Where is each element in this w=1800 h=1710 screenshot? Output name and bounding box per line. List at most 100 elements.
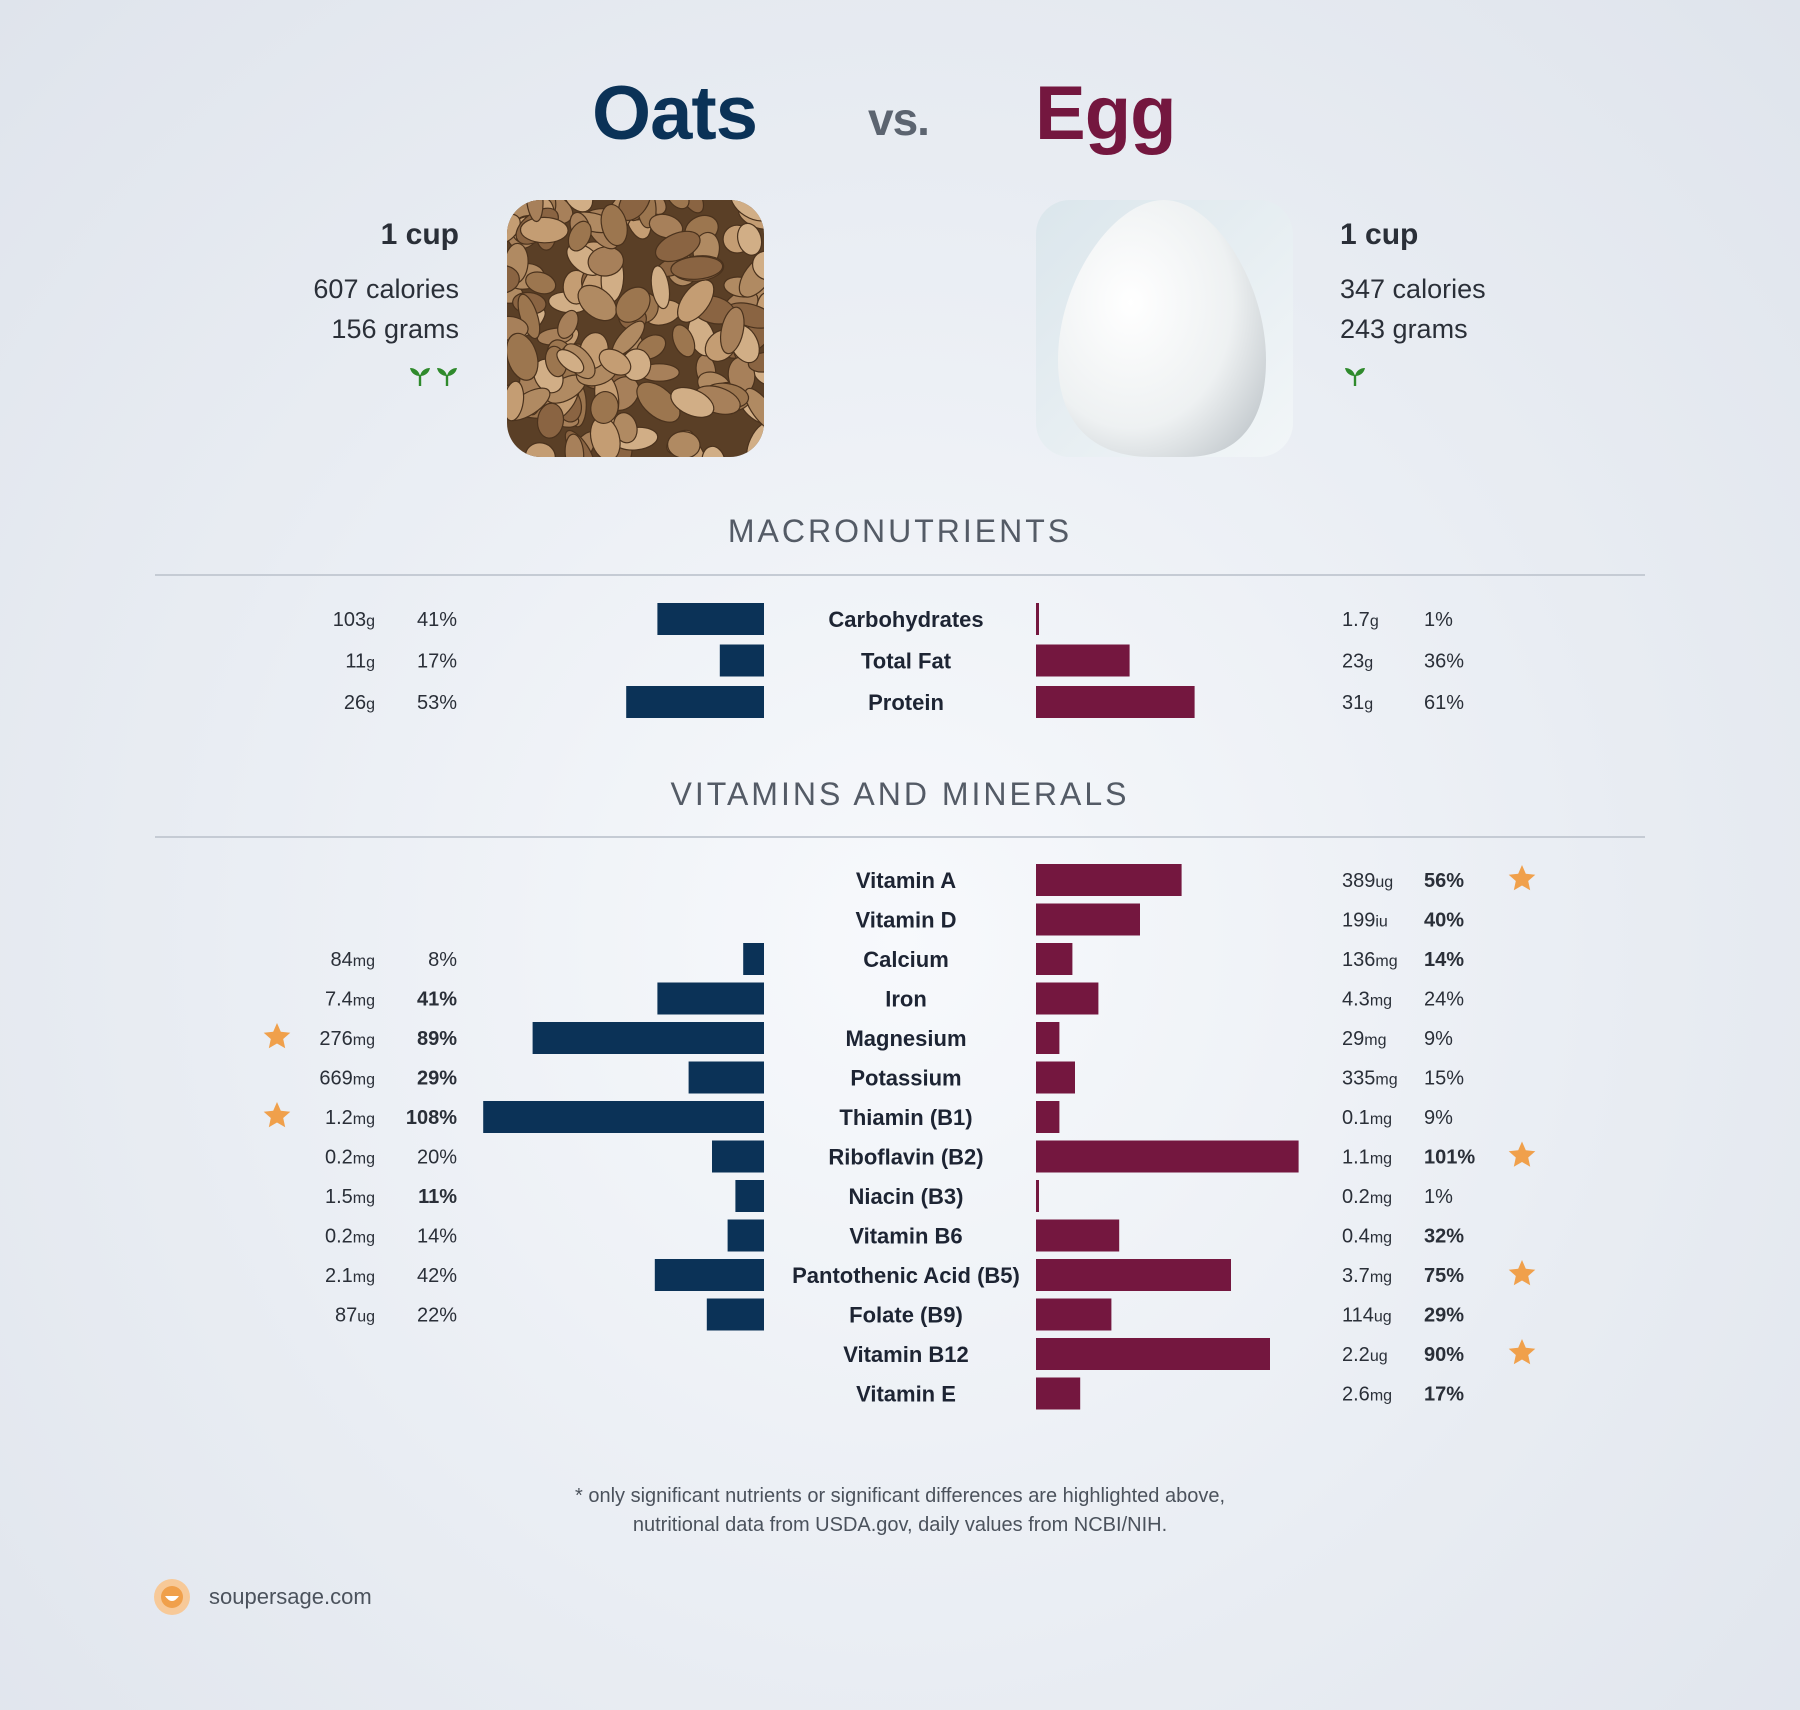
footnote-line-2: nutritional data from USDA.gov, daily va…: [632, 1514, 1168, 1536]
oats-percent-protein: 53%: [417, 692, 457, 714]
left-calories: 607 calories: [313, 274, 459, 304]
oats-percent-potassium: 29%: [417, 1068, 457, 1090]
egg-amount-protein: 31g: [1342, 692, 1373, 714]
macro-divider: [155, 574, 1645, 576]
sprout-icon: [410, 368, 430, 386]
egg-amount-magnesium: 29mg: [1342, 1028, 1386, 1050]
star-icon: [263, 1023, 291, 1049]
oats-percent-niacin-b3: 11%: [418, 1186, 457, 1208]
oats-bar-pantothenic-acid-b5: [654, 1259, 764, 1291]
egg-amount-folate-b9: 114ug: [1342, 1305, 1392, 1327]
left-food-title: Oats: [592, 71, 758, 156]
star-icon: [1508, 1141, 1536, 1167]
nutrient-label-iron: Iron: [885, 987, 927, 1012]
egg-percent-riboflavin-b2: 101%: [1424, 1147, 1475, 1169]
nutrient-label-magnesium: Magnesium: [845, 1026, 966, 1051]
oats-amount-iron: 7.4mg: [325, 989, 375, 1011]
footnote-line-1: * only significant nutrients or signific…: [574, 1485, 1226, 1507]
egg-percent-vitamin-d: 40%: [1424, 910, 1464, 932]
oats-amount-riboflavin-b2: 0.2mg: [325, 1147, 375, 1169]
egg-percent-potassium: 15%: [1424, 1068, 1464, 1090]
oats-amount-protein: 26g: [344, 692, 375, 714]
oats-amount-total-fat: 11g: [345, 651, 375, 673]
oats-bar-thiamin-b1: [483, 1101, 764, 1133]
egg-percent-vitamin-b6: 32%: [1424, 1226, 1464, 1248]
egg-percent-vitamin-a: 56%: [1424, 870, 1464, 892]
egg-bar-protein: [1036, 686, 1195, 718]
star-icon: [263, 1102, 291, 1128]
vs-label: vs.: [868, 93, 930, 145]
oats-bar-protein: [626, 686, 764, 718]
egg-amount-vitamin-a: 389ug: [1342, 870, 1393, 892]
egg-bar-magnesium: [1036, 1022, 1060, 1054]
oats-percent-magnesium: 89%: [417, 1028, 457, 1050]
egg-bar-total-fat: [1036, 644, 1130, 677]
right-sprouts: [1340, 359, 1486, 389]
egg-bar-pantothenic-acid-b5: [1036, 1259, 1231, 1291]
oats-amount-magnesium: 276mg: [319, 1028, 375, 1050]
egg-amount-vitamin-b12: 2.2ug: [1342, 1344, 1388, 1366]
macronutrients-heading: MACRONUTRIENTS: [727, 513, 1073, 549]
nutrient-label-protein: Protein: [868, 690, 944, 715]
egg-bar-vitamin-e: [1036, 1377, 1081, 1410]
oats-amount-folate-b9: 87ug: [335, 1305, 375, 1327]
egg-percent-vitamin-b12: 90%: [1424, 1344, 1464, 1366]
egg-percent-magnesium: 9%: [1424, 1028, 1453, 1050]
egg-bar-carbohydrates: [1036, 603, 1039, 635]
left-grams: 156 grams: [331, 314, 459, 344]
egg-amount-potassium: 335mg: [1342, 1068, 1398, 1090]
nutrient-label-pantothenic-acid-b5: Pantothenic Acid (B5): [792, 1263, 1020, 1288]
egg-amount-thiamin-b1: 0.1mg: [1342, 1107, 1392, 1129]
right-serving: 1 cup: [1340, 218, 1419, 251]
oats-amount-thiamin-b1: 1.2mg: [325, 1107, 375, 1129]
vitamins-heading: VITAMINS AND MINERALS: [670, 776, 1130, 812]
right-calories: 347 calories: [1340, 274, 1486, 304]
egg-bar-folate-b9: [1036, 1298, 1112, 1331]
nutrient-label-potassium: Potassium: [850, 1066, 961, 1091]
oats-bar-vitamin-b6: [727, 1219, 764, 1252]
nutrient-label-vitamin-b6: Vitamin B6: [849, 1224, 962, 1249]
egg-percent-thiamin-b1: 9%: [1424, 1107, 1453, 1129]
right-grams: 243 grams: [1340, 314, 1468, 344]
brand[interactable]: soupersage.com: [153, 1578, 372, 1616]
oats-bar-riboflavin-b2: [712, 1140, 764, 1173]
right-food-info: 1 cup 347 calories 243 grams: [1340, 215, 1486, 389]
egg-amount-vitamin-b6: 0.4mg: [1342, 1226, 1392, 1248]
egg-bar-riboflavin-b2: [1036, 1140, 1299, 1173]
egg-bar-iron: [1036, 982, 1099, 1015]
left-food-info: 1 cup 607 calories 156 grams: [313, 215, 459, 389]
vitamins-divider: [155, 836, 1645, 838]
nutrient-label-folate-b9: Folate (B9): [849, 1303, 963, 1328]
egg-percent-pantothenic-acid-b5: 75%: [1424, 1265, 1464, 1287]
egg-amount-calcium: 136mg: [1342, 949, 1398, 971]
oats-bar-niacin-b3: [735, 1180, 764, 1212]
nutrient-label-riboflavin-b2: Riboflavin (B2): [828, 1145, 983, 1170]
egg-bar-vitamin-d: [1036, 903, 1140, 936]
footnote: * only significant nutrients or signific…: [0, 1482, 1800, 1540]
oats-percent-iron: 41%: [417, 989, 457, 1011]
oats-percent-total-fat: 17%: [417, 651, 457, 673]
egg-bar-vitamin-b6: [1036, 1219, 1120, 1252]
nutrient-label-vitamin-b12: Vitamin B12: [843, 1342, 969, 1367]
oats-percent-vitamin-b6: 14%: [417, 1226, 457, 1248]
egg-bar-thiamin-b1: [1036, 1101, 1060, 1133]
brand-name[interactable]: soupersage.com: [209, 1584, 372, 1609]
nutrient-label-carbohydrates: Carbohydrates: [828, 607, 983, 632]
egg-percent-total-fat: 36%: [1424, 651, 1464, 673]
egg-amount-carbohydrates: 1.7g: [1342, 609, 1379, 631]
sprout-icon: [437, 368, 457, 386]
egg-percent-protein: 61%: [1424, 692, 1464, 714]
oats-percent-folate-b9: 22%: [417, 1305, 457, 1327]
egg-amount-vitamin-d: 199iu: [1342, 910, 1388, 932]
oats-amount-vitamin-b6: 0.2mg: [325, 1226, 375, 1248]
egg-percent-iron: 24%: [1424, 989, 1464, 1011]
left-serving: 1 cup: [380, 218, 459, 251]
egg-amount-niacin-b3: 0.2mg: [1342, 1186, 1392, 1208]
oats-bar-calcium: [743, 943, 764, 975]
oats-amount-potassium: 669mg: [319, 1068, 375, 1090]
star-icon: [1508, 1339, 1536, 1365]
egg-image: [1036, 200, 1293, 457]
egg-amount-vitamin-e: 2.6mg: [1342, 1384, 1392, 1406]
oats-bar-iron: [657, 982, 764, 1015]
